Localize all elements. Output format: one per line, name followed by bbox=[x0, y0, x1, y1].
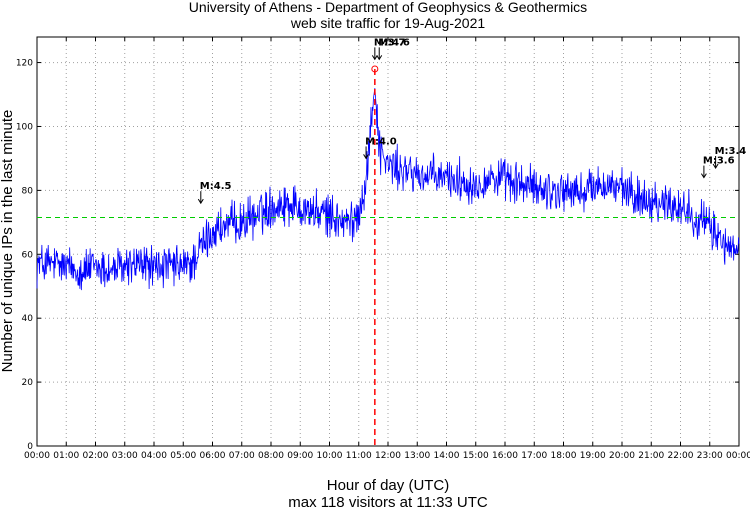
grid-layer bbox=[37, 37, 739, 446]
series-line bbox=[36, 88, 740, 291]
chart-title-line1: University of Athens - Department of Geo… bbox=[189, 0, 587, 15]
x-tick-label: 06:00 bbox=[200, 451, 226, 461]
x-tick-label: 20:00 bbox=[609, 451, 635, 461]
annotation-layer: M:4.5 M:4.0 M:3.7M:4.6 M:3.6M:3.4 bbox=[197, 37, 747, 205]
x-tick-label: 08:00 bbox=[258, 451, 284, 461]
annotation-label: M:3.7 bbox=[374, 37, 406, 48]
annotation-arrow-head bbox=[197, 198, 204, 205]
annotation-arrow-head bbox=[371, 55, 378, 61]
y-tick-label: 40 bbox=[22, 314, 34, 324]
y-axis-label: Number of unique IPs in the last minute bbox=[0, 110, 16, 373]
y-tick-label: 100 bbox=[16, 122, 33, 132]
x-tick-label: 00:00 bbox=[726, 451, 750, 461]
x-tick-label: 15:00 bbox=[463, 451, 489, 461]
annotation-label: M:3.6 bbox=[703, 156, 735, 167]
x-tick-label: 09:00 bbox=[287, 451, 313, 461]
x-tick-label: 22:00 bbox=[668, 451, 694, 461]
annotation-label: M:4.5 bbox=[200, 181, 232, 192]
earthquake-annotation: M:4.5 bbox=[197, 181, 232, 205]
x-tick-label: 02:00 bbox=[83, 451, 109, 461]
y-axis-ticks: 0 20 40 60 80 100 120 bbox=[16, 59, 739, 452]
earthquake-annotation: M:4.0 bbox=[363, 136, 397, 160]
x-tick-label: 16:00 bbox=[492, 451, 518, 461]
x-tick-label: 00:00 bbox=[24, 451, 50, 461]
y-tick-label: 80 bbox=[22, 186, 34, 196]
max-marker bbox=[371, 65, 379, 73]
annotation-label: M:4.6 bbox=[378, 37, 410, 48]
x-tick-label: 21:00 bbox=[638, 451, 664, 461]
x-tick-label: 23:00 bbox=[697, 451, 723, 461]
x-axis-sublabel: max 118 visitors at 11:33 UTC bbox=[288, 494, 488, 511]
earthquake-annotation: M:3.6 bbox=[700, 156, 735, 179]
earthquake-annotation: M:3.4 bbox=[712, 146, 747, 169]
x-tick-label: 14:00 bbox=[434, 451, 460, 461]
annotation-arrow-head bbox=[363, 154, 369, 160]
x-tick-label: 19:00 bbox=[580, 451, 606, 461]
reference-lines bbox=[37, 65, 739, 446]
x-tick-label: 13:00 bbox=[404, 451, 430, 461]
x-tick-label: 05:00 bbox=[170, 451, 196, 461]
y-tick-label: 0 bbox=[27, 442, 33, 452]
chart-title-line2: web site traffic for 19-Aug-2021 bbox=[290, 15, 486, 31]
earthquake-annotation: M:4.6 bbox=[376, 37, 410, 61]
annotation-arrow-head bbox=[376, 55, 383, 61]
annotation-label: M:4.0 bbox=[365, 136, 397, 147]
x-axis-label: Hour of day (UTC) bbox=[327, 477, 450, 494]
x-tick-label: 12:00 bbox=[375, 451, 401, 461]
annotation-arrow-head bbox=[700, 173, 707, 179]
y-tick-label: 120 bbox=[16, 59, 33, 69]
x-tick-label: 11:00 bbox=[346, 451, 372, 461]
series-layer bbox=[36, 88, 740, 291]
x-tick-label: 03:00 bbox=[112, 451, 138, 461]
x-tick-label: 17:00 bbox=[521, 451, 547, 461]
earthquake-annotation: M:3.7 bbox=[371, 37, 406, 61]
x-tick-label: 01:00 bbox=[53, 451, 79, 461]
x-tick-label: 10:00 bbox=[317, 451, 343, 461]
annotation-label: M:3.4 bbox=[715, 146, 747, 157]
y-tick-label: 20 bbox=[22, 378, 34, 388]
x-tick-label: 18:00 bbox=[551, 451, 577, 461]
x-tick-label: 07:00 bbox=[229, 451, 255, 461]
x-tick-label: 04:00 bbox=[141, 451, 167, 461]
y-tick-label: 60 bbox=[22, 250, 34, 260]
annotation-arrow-head bbox=[712, 163, 719, 169]
x-axis-ticks: 00:00 01:00 02:00 03:00 04:00 05:00 06:00 07:00… bbox=[24, 37, 750, 461]
